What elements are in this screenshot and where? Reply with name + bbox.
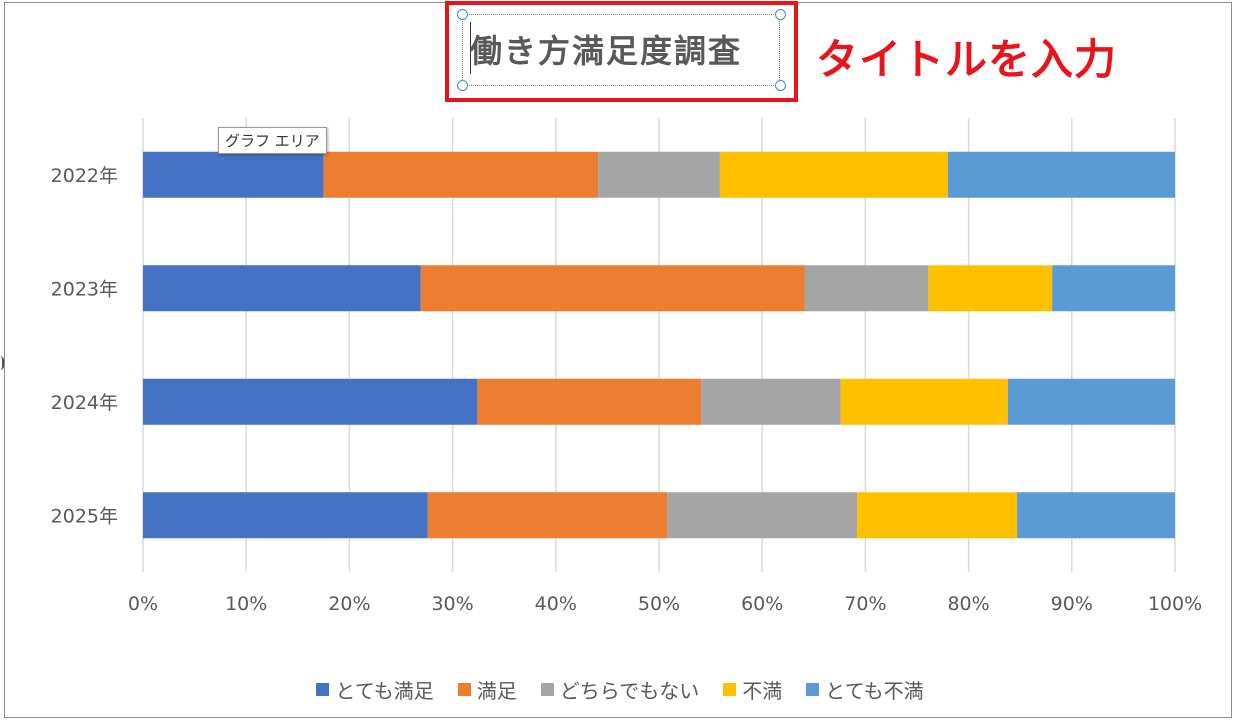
x-tick-label: 30% xyxy=(431,593,473,615)
y-category-label: 2024年 xyxy=(51,392,118,414)
bar-segment[interactable] xyxy=(143,265,421,312)
legend-label: 満足 xyxy=(476,679,517,703)
legend-item[interactable]: どちらでもない xyxy=(540,675,700,704)
bar-segment[interactable] xyxy=(719,151,948,198)
x-tick-label: 100% xyxy=(1148,593,1202,615)
bar-segment[interactable] xyxy=(667,492,858,539)
bar-segment[interactable] xyxy=(947,151,1175,198)
bar-segment[interactable] xyxy=(1052,265,1175,312)
x-tick-label: 70% xyxy=(844,593,886,615)
legend-label: とても不満 xyxy=(825,679,924,703)
bar-segment[interactable] xyxy=(928,265,1053,312)
legend-label: どちらでもない xyxy=(559,679,700,703)
chart-area-tooltip: グラフ エリア xyxy=(218,127,327,154)
x-tick-label: 60% xyxy=(741,593,783,615)
title-handle-bottom-left[interactable] xyxy=(457,80,468,91)
title-handle-top-right[interactable] xyxy=(775,9,786,20)
legend-swatch xyxy=(806,683,820,696)
text-cursor xyxy=(470,22,471,74)
bar-segment[interactable] xyxy=(1007,378,1175,425)
bar-segment[interactable] xyxy=(701,378,841,425)
resize-handle-left[interactable] xyxy=(0,356,4,370)
legend-swatch xyxy=(457,683,471,696)
x-tick-label: 80% xyxy=(947,593,989,615)
chart-title-box[interactable] xyxy=(462,14,780,86)
title-handle-bottom-right[interactable] xyxy=(775,80,786,91)
bar-segment[interactable] xyxy=(143,151,324,198)
title-handle-top-left[interactable] xyxy=(457,9,468,20)
chart-legend[interactable]: とても満足 満足 どちらでもない 不満 とても不満 xyxy=(0,675,1240,704)
bar-segment[interactable] xyxy=(1017,492,1175,539)
legend-item[interactable]: 満足 xyxy=(457,675,517,704)
legend-label: とても満足 xyxy=(335,679,434,703)
annotation-callout: タイトルを入力 xyxy=(816,35,1118,84)
chart-area[interactable] xyxy=(4,2,1232,718)
x-tick-label: 10% xyxy=(225,593,267,615)
legend-swatch xyxy=(316,683,330,696)
bar-segment[interactable] xyxy=(857,492,1018,539)
y-category-label: 2022年 xyxy=(51,165,118,187)
bar-segment[interactable] xyxy=(143,492,428,539)
bar-segment[interactable] xyxy=(477,378,702,425)
legend-item[interactable]: とても満足 xyxy=(316,675,434,704)
bar-segment[interactable] xyxy=(840,378,1008,425)
bar-segment[interactable] xyxy=(420,265,805,312)
legend-item[interactable]: 不満 xyxy=(723,675,782,704)
legend-label: 不満 xyxy=(742,679,783,703)
bar-segment[interactable] xyxy=(143,378,478,425)
legend-item[interactable]: とても不満 xyxy=(806,675,924,704)
x-tick-label: 50% xyxy=(638,593,680,615)
legend-swatch xyxy=(540,683,554,696)
x-tick-label: 0% xyxy=(128,593,158,615)
bar-segment[interactable] xyxy=(323,151,599,198)
chart-title[interactable]: 働き方満足度調査 xyxy=(470,32,743,70)
title-highlight-frame xyxy=(445,1,798,102)
y-category-label: 2023年 xyxy=(51,278,118,300)
legend-swatch xyxy=(723,683,737,696)
bar-segment[interactable] xyxy=(598,151,720,198)
y-category-label: 2025年 xyxy=(51,505,118,527)
x-tick-label: 20% xyxy=(328,593,370,615)
bar-segment[interactable] xyxy=(804,265,929,312)
x-tick-label: 90% xyxy=(1051,593,1093,615)
bar-segment[interactable] xyxy=(427,492,668,539)
x-tick-label: 40% xyxy=(535,593,577,615)
